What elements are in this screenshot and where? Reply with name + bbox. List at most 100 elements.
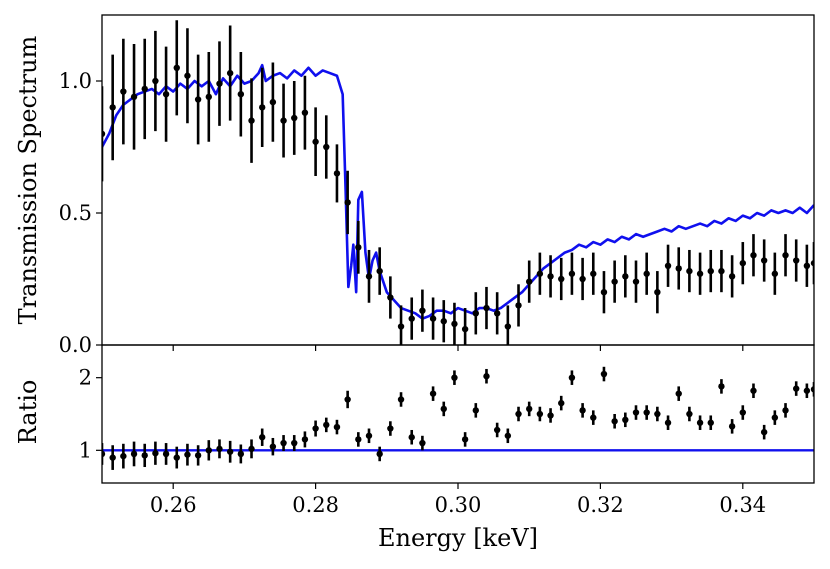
data-point <box>643 270 650 277</box>
data-point <box>226 69 234 77</box>
ratio-point <box>632 409 640 416</box>
data-point <box>291 114 298 122</box>
data-point <box>568 270 576 277</box>
ratio-point <box>344 396 351 403</box>
data-point <box>301 109 309 116</box>
data-point <box>102 130 106 137</box>
ratio-point <box>333 423 341 431</box>
ratio-point <box>365 432 373 439</box>
data-point <box>419 307 426 314</box>
x-axis-label: Energy [keV] <box>378 524 538 552</box>
ratio-point <box>451 374 458 381</box>
data-point <box>803 262 811 269</box>
ratio-point <box>600 370 608 378</box>
ratio-point <box>237 450 245 458</box>
x-tick-label: 0.26 <box>150 493 197 517</box>
ratio-point <box>622 416 629 424</box>
ratio-point <box>440 405 447 413</box>
ratio-point <box>429 390 437 397</box>
ratio-point <box>579 407 586 414</box>
data-point <box>248 117 255 124</box>
ratio-point <box>184 451 191 458</box>
ratio-point <box>355 436 362 443</box>
ratio-point <box>120 452 127 460</box>
data-point <box>793 257 800 264</box>
data-point <box>600 289 608 296</box>
ratio-point <box>226 448 234 455</box>
ratio-point <box>686 410 693 418</box>
x-tick-label: 0.32 <box>577 493 624 517</box>
data-point <box>611 278 618 285</box>
data-point <box>547 273 554 280</box>
data-point <box>397 323 405 330</box>
ratio-point <box>536 410 544 418</box>
ratio-point <box>259 434 266 441</box>
data-point <box>440 318 447 325</box>
data-point <box>696 270 704 277</box>
data-point <box>461 325 469 333</box>
ratio-point <box>771 414 779 421</box>
x-tick-label: 0.30 <box>435 493 482 517</box>
data-point <box>771 270 779 277</box>
ratio-point <box>493 426 501 434</box>
ratio-point <box>130 450 138 458</box>
ratio-point <box>205 447 212 454</box>
data-point <box>750 252 757 259</box>
y-tick-label: 0.5 <box>59 201 92 225</box>
data-point <box>387 294 394 301</box>
ratio-point <box>707 419 714 426</box>
ratio-point <box>728 423 736 430</box>
data-point <box>622 273 629 280</box>
ratio-y-label: Ratio <box>14 380 42 445</box>
data-point <box>504 323 512 330</box>
ratio-point <box>803 387 811 394</box>
data-point <box>237 91 245 98</box>
ratio-point <box>397 396 405 403</box>
data-point <box>205 93 212 101</box>
x-ticks: 0.26 0.28 0.30 0.32 0.34 <box>150 493 766 517</box>
ratio-point <box>280 439 287 447</box>
ratio-point <box>312 425 319 432</box>
ratio-point <box>568 374 576 381</box>
data-point <box>526 278 533 285</box>
data-point <box>728 273 736 280</box>
data-point <box>355 244 362 251</box>
transmission-plot-area <box>102 20 814 345</box>
ratio-point <box>194 452 202 459</box>
y-tick-label: 1 <box>79 438 92 462</box>
data-point <box>152 77 159 85</box>
ratio-point <box>419 439 426 447</box>
data-point <box>376 267 383 275</box>
ratio-plot-area <box>102 366 814 470</box>
data-point <box>269 98 277 106</box>
data-point <box>493 310 501 317</box>
ratio-point <box>611 418 618 425</box>
data-point <box>333 170 341 177</box>
ratio-point <box>162 450 170 458</box>
data-point <box>451 320 458 328</box>
data-point <box>344 199 351 206</box>
ratio-point <box>504 432 512 439</box>
data-point <box>515 302 522 309</box>
ratio-point <box>472 407 479 414</box>
transmission-y-label: Transmission Spectrum <box>14 35 42 324</box>
data-point <box>472 310 479 317</box>
ratio-point <box>654 410 661 418</box>
y-tick-label: 0.0 <box>59 333 92 357</box>
data-point <box>782 252 789 259</box>
data-point <box>718 267 725 275</box>
ratio-point <box>216 445 223 453</box>
ratio-point <box>739 409 746 416</box>
data-point <box>109 104 116 111</box>
data-point <box>590 270 597 277</box>
data-point <box>536 270 544 277</box>
ratio-point <box>696 419 704 426</box>
data-point <box>686 267 693 275</box>
ratio-point <box>291 439 298 447</box>
data-point <box>558 275 565 283</box>
data-point <box>408 315 415 322</box>
ratio-point <box>675 390 682 397</box>
ratio-point <box>718 383 725 390</box>
data-point <box>707 267 714 275</box>
